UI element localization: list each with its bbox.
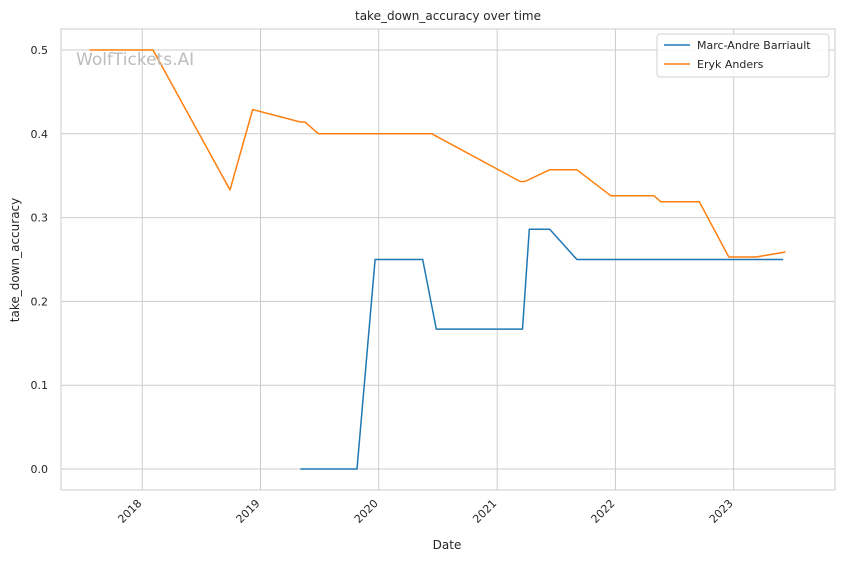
x-axis-label: Date (433, 538, 462, 552)
watermark: WolfTickets.AI (76, 50, 194, 70)
y-tick-label: 0.4 (31, 128, 49, 141)
legend-label-barriault: Marc-Andre Barriault (697, 39, 811, 52)
legend-label-anders: Eryk Anders (697, 58, 764, 71)
chart-title: take_down_accuracy over time (355, 9, 541, 23)
y-tick-label: 0.5 (31, 44, 49, 57)
plot-frame (60, 28, 836, 491)
y-tick-label: 0.1 (31, 379, 49, 392)
y-axis-label: take_down_accuracy (8, 198, 22, 322)
y-tick-label: 0.0 (31, 463, 49, 476)
series-lines (89, 49, 786, 470)
legend: Marc-Andre Barriault Eryk Anders (656, 33, 830, 78)
y-tick-label: 0.2 (31, 295, 49, 308)
legend-box (656, 33, 830, 78)
grid (61, 29, 835, 490)
series-line-marc-andre-barriault (300, 228, 784, 470)
y-tick-labels: 0.0 0.1 0.2 0.3 0.4 0.5 (31, 44, 49, 476)
y-tick-label: 0.3 (31, 212, 49, 225)
series-line-eryk-anders (89, 49, 786, 258)
